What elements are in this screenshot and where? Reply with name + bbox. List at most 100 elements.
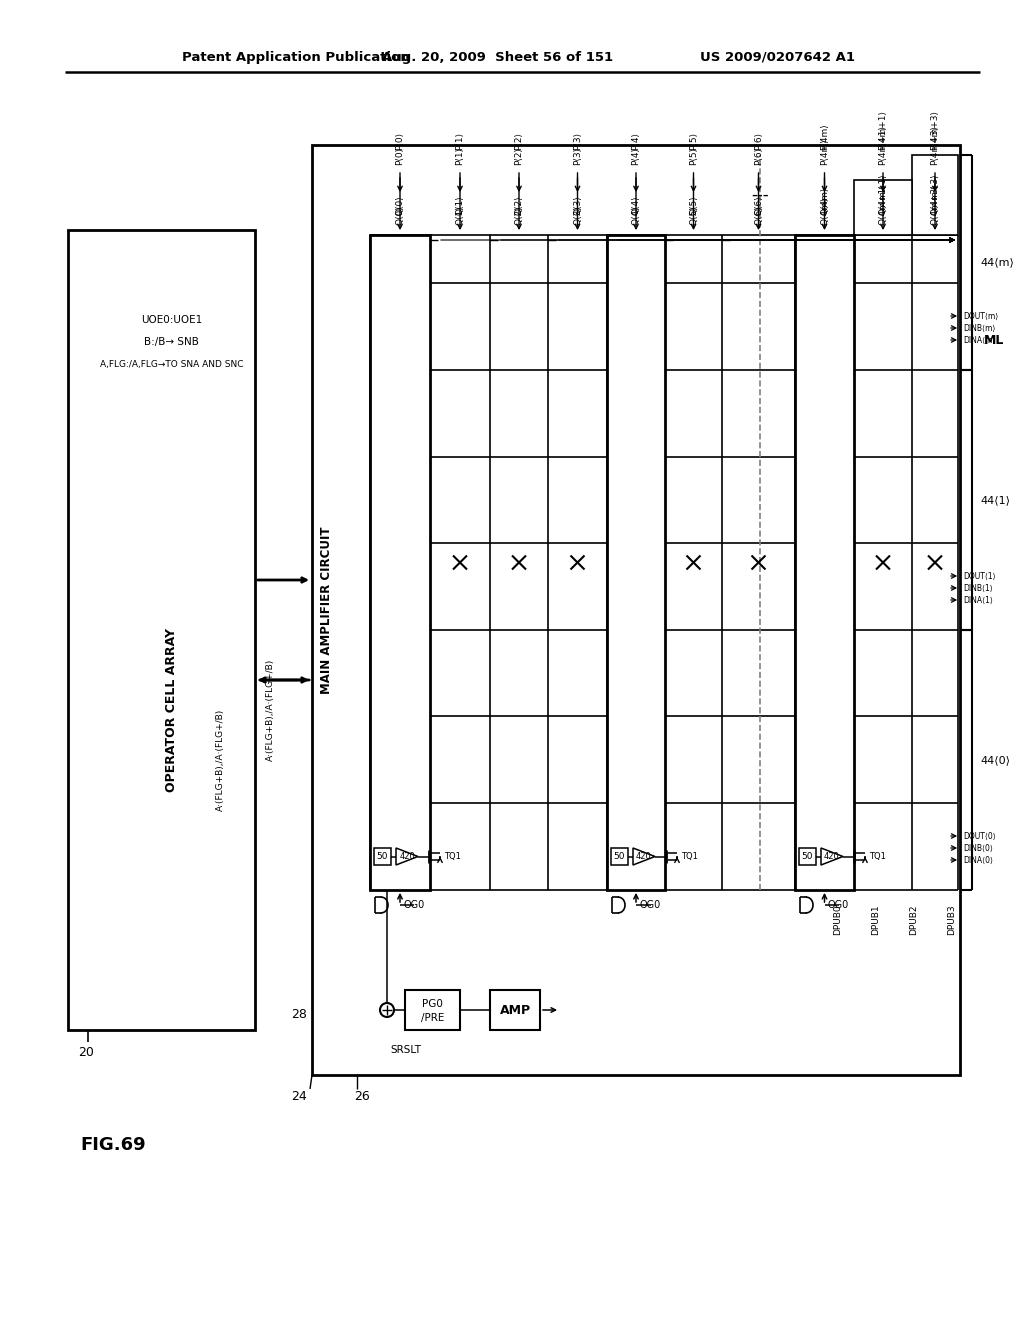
Bar [68, 230, 255, 1030]
Text: 50: 50 [377, 851, 388, 861]
Text: 26: 26 [354, 1090, 370, 1104]
Bar [490, 990, 540, 1030]
Text: B:/B→ SNB: B:/B→ SNB [144, 337, 199, 347]
Text: Q⟨0⟩: Q⟨0⟩ [395, 195, 404, 215]
Text: Q⟨4m+1⟩: Q⟨4m+1⟩ [879, 183, 888, 224]
Text: Q⟨2⟩: Q⟨2⟩ [514, 195, 523, 215]
Text: P⟨2⟩: P⟨2⟩ [514, 132, 523, 150]
Text: A·(FLG+B),/A·(FLG+/B): A·(FLG+B),/A·(FLG+/B) [215, 709, 224, 810]
Text: OPERATOR CELL ARRAY: OPERATOR CELL ARRAY [165, 628, 178, 792]
Text: 50: 50 [613, 851, 626, 861]
Text: OG0: OG0 [640, 900, 662, 909]
Text: Q⟨4m+1⟩: Q⟨4m+1⟩ [879, 173, 888, 215]
Text: A,FLG:/A,FLG→TO SNA AND SNC: A,FLG:/A,FLG→TO SNA AND SNC [99, 359, 244, 368]
Text: Q⟨6⟩: Q⟨6⟩ [754, 195, 763, 215]
Text: TQ1: TQ1 [681, 851, 698, 861]
Bar [406, 990, 460, 1030]
Text: P⟨1⟩: P⟨1⟩ [456, 132, 465, 150]
Text: P⟨4m+1⟩: P⟨4m+1⟩ [879, 110, 888, 150]
Text: DPUB3: DPUB3 [947, 904, 956, 936]
Text: TQ1: TQ1 [444, 851, 461, 861]
Text: Q⟨5⟩: Q⟨5⟩ [689, 195, 698, 215]
Text: ---: --- [752, 186, 769, 205]
Text: Q⟨4m⟩: Q⟨4m⟩ [820, 197, 829, 224]
Text: 44⟨0⟩: 44⟨0⟩ [980, 755, 1010, 766]
Text: 20: 20 [78, 1045, 94, 1059]
Text: Q⟨6⟩: Q⟨6⟩ [754, 205, 763, 224]
Text: DPUB2: DPUB2 [909, 904, 919, 936]
Text: 44⟨m⟩: 44⟨m⟩ [980, 257, 1014, 268]
Bar [912, 154, 958, 235]
Text: DINB⟨1⟩: DINB⟨1⟩ [963, 583, 992, 593]
Text: Q⟨4m+3⟩: Q⟨4m+3⟩ [931, 173, 939, 215]
Text: Q⟨1⟩: Q⟨1⟩ [456, 195, 465, 215]
Text: Q⟨1⟩: Q⟨1⟩ [456, 205, 465, 224]
Bar [374, 847, 391, 865]
Bar [312, 145, 961, 1074]
Text: US 2009/0207642 A1: US 2009/0207642 A1 [700, 50, 855, 63]
Text: Q⟨3⟩: Q⟨3⟩ [573, 195, 582, 215]
Bar [607, 235, 665, 890]
Text: SRSLT: SRSLT [390, 1045, 421, 1055]
Text: UOE0:UOE1: UOE0:UOE1 [141, 315, 202, 325]
Text: Q⟨4m+3⟩: Q⟨4m+3⟩ [931, 183, 939, 224]
Text: 44⟨1⟩: 44⟨1⟩ [980, 495, 1010, 506]
Text: DINB⟨0⟩: DINB⟨0⟩ [963, 843, 993, 853]
Text: P⟨1⟩: P⟨1⟩ [456, 147, 465, 165]
Text: P⟨4⟩: P⟨4⟩ [632, 132, 640, 150]
Text: P⟨6⟩: P⟨6⟩ [754, 147, 763, 165]
Bar [854, 180, 912, 235]
Text: 420: 420 [636, 851, 652, 861]
Text: Patent Application Publication: Patent Application Publication [182, 50, 410, 63]
Bar [795, 235, 854, 890]
Text: Q⟨4m⟩: Q⟨4m⟩ [820, 186, 829, 215]
Bar [370, 235, 430, 890]
Text: MAIN AMPLIFIER CIRCUIT: MAIN AMPLIFIER CIRCUIT [319, 527, 333, 694]
Text: P⟨4⟩: P⟨4⟩ [632, 147, 640, 165]
Text: DINA⟨m⟩: DINA⟨m⟩ [963, 335, 995, 345]
Text: Q⟨4⟩: Q⟨4⟩ [632, 206, 640, 224]
Text: 24: 24 [291, 1090, 307, 1104]
Text: Q⟨0⟩: Q⟨0⟩ [395, 205, 404, 224]
Text: Q⟨2⟩: Q⟨2⟩ [514, 206, 523, 224]
Text: P⟨6⟩: P⟨6⟩ [754, 132, 763, 150]
Text: TQ1: TQ1 [869, 851, 886, 861]
Text: PG0: PG0 [422, 999, 443, 1008]
Text: FIG.69: FIG.69 [80, 1137, 145, 1154]
Text: P⟨5⟩: P⟨5⟩ [689, 132, 698, 150]
Text: 28: 28 [291, 1008, 307, 1022]
Text: P⟨3⟩: P⟨3⟩ [573, 132, 582, 150]
Text: P⟨4m+3⟩: P⟨4m+3⟩ [931, 125, 939, 165]
Text: AMP: AMP [500, 1003, 530, 1016]
Text: 420: 420 [824, 851, 840, 861]
Text: OG0: OG0 [828, 900, 849, 909]
Text: DPUB1: DPUB1 [871, 904, 881, 936]
Text: P⟨4m⟩: P⟨4m⟩ [820, 139, 829, 165]
Text: P⟨4m⟩: P⟨4m⟩ [820, 123, 829, 150]
Text: P⟨4m+3⟩: P⟨4m+3⟩ [931, 110, 939, 150]
Bar [611, 847, 628, 865]
Text: A·(FLG+B),/A·(FLG+/B): A·(FLG+B),/A·(FLG+/B) [265, 659, 274, 762]
Text: ML: ML [984, 334, 1005, 346]
Text: DOUT⟨1⟩: DOUT⟨1⟩ [963, 572, 995, 581]
Bar [799, 847, 816, 865]
Text: DPUB0: DPUB0 [834, 904, 843, 936]
Text: /PRE: /PRE [421, 1012, 444, 1023]
Text: 50: 50 [802, 851, 813, 861]
Text: 420: 420 [399, 851, 415, 861]
Text: Aug. 20, 2009  Sheet 56 of 151: Aug. 20, 2009 Sheet 56 of 151 [382, 50, 613, 63]
Text: P⟨0⟩: P⟨0⟩ [395, 147, 404, 165]
Text: DINA⟨1⟩: DINA⟨1⟩ [963, 595, 993, 605]
Text: P⟨0⟩: P⟨0⟩ [395, 132, 404, 150]
Text: Q⟨5⟩: Q⟨5⟩ [689, 205, 698, 224]
Text: P⟨3⟩: P⟨3⟩ [573, 147, 582, 165]
Text: Q⟨3⟩: Q⟨3⟩ [573, 205, 582, 224]
Text: DINB⟨m⟩: DINB⟨m⟩ [963, 323, 995, 333]
Text: P⟨2⟩: P⟨2⟩ [514, 147, 523, 165]
Text: P⟨4m+1⟩: P⟨4m+1⟩ [879, 125, 888, 165]
Text: DOUT⟨m⟩: DOUT⟨m⟩ [963, 312, 998, 321]
Text: DOUT⟨0⟩: DOUT⟨0⟩ [963, 832, 995, 841]
Text: P⟨5⟩: P⟨5⟩ [689, 147, 698, 165]
Text: DINA⟨0⟩: DINA⟨0⟩ [963, 855, 993, 865]
Text: OG0: OG0 [403, 900, 424, 909]
